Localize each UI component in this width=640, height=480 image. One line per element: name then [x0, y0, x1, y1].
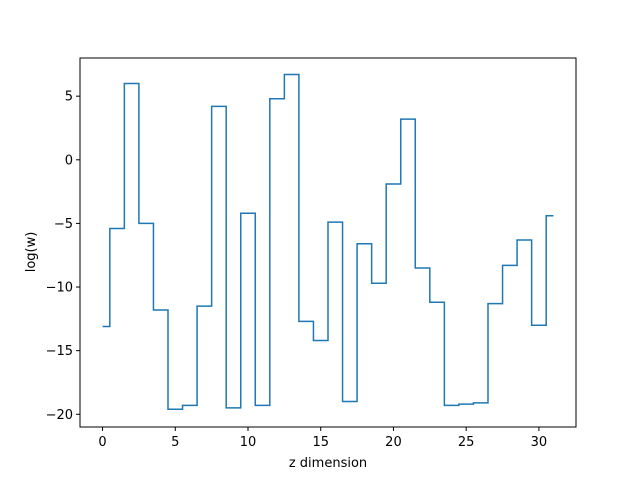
y-tick-label: −15	[46, 344, 73, 359]
x-tick-label: 15	[312, 435, 329, 450]
x-tick-label: 0	[98, 435, 106, 450]
y-axis-ticks: −20 −15 −10 −5 0 5	[46, 90, 80, 423]
y-tick-label: −10	[46, 281, 73, 296]
x-tick-label: 20	[385, 435, 402, 450]
y-tick-label: −5	[54, 217, 73, 232]
x-tick-label: 25	[458, 435, 475, 450]
plot-area	[79, 57, 577, 428]
y-tick-label: −20	[46, 408, 73, 423]
y-tick-label: 5	[65, 90, 73, 105]
y-tick-label: 0	[65, 153, 73, 168]
x-tick-label: 10	[240, 435, 257, 450]
x-tick-label: 30	[531, 435, 548, 450]
x-axis-label: z dimension	[289, 456, 367, 471]
x-tick-label: 5	[171, 435, 179, 450]
axes-frame	[79, 57, 577, 428]
x-axis-ticks: 0 5 10 15 20 25 30	[98, 427, 547, 450]
y-axis-label: log(w)	[24, 232, 39, 273]
series-line-0	[102, 73, 554, 410]
